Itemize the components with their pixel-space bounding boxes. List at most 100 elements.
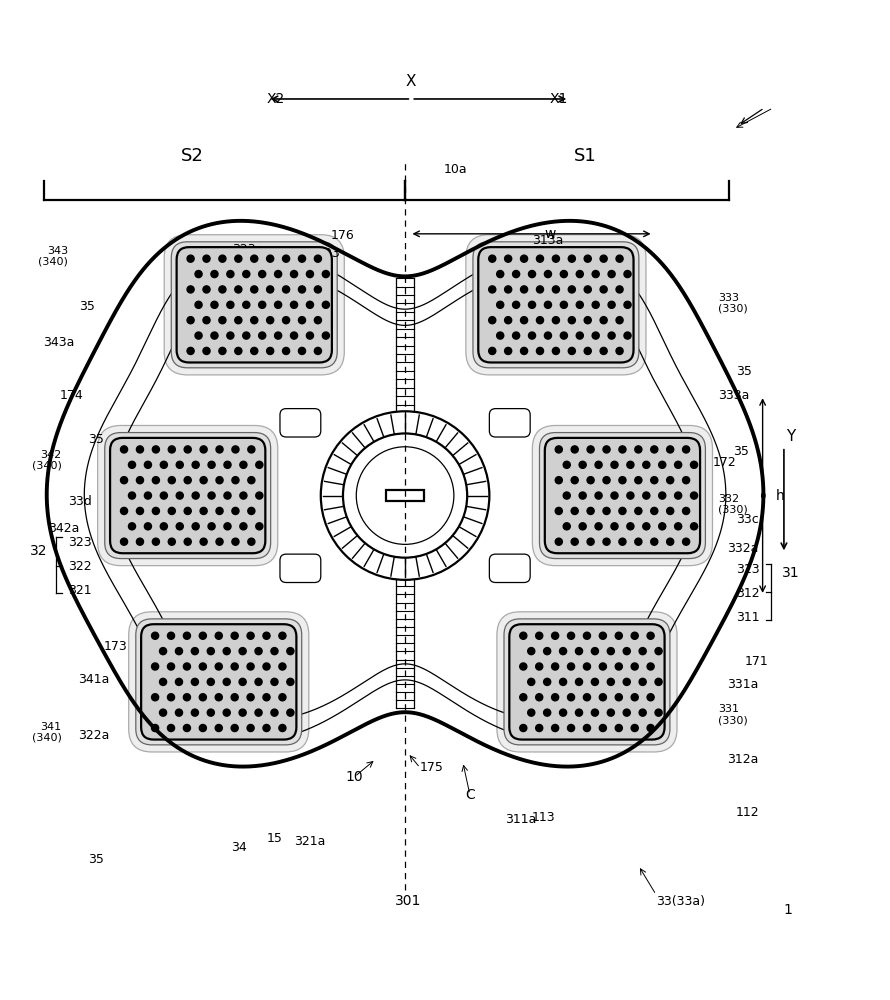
Circle shape bbox=[168, 507, 175, 514]
Circle shape bbox=[223, 709, 231, 716]
Text: 33d: 33d bbox=[69, 495, 92, 508]
Circle shape bbox=[219, 347, 226, 354]
Circle shape bbox=[255, 678, 262, 685]
Circle shape bbox=[639, 648, 646, 655]
Circle shape bbox=[600, 317, 607, 324]
Circle shape bbox=[631, 724, 638, 732]
Circle shape bbox=[290, 301, 297, 308]
Circle shape bbox=[528, 678, 535, 685]
Circle shape bbox=[659, 461, 666, 468]
Circle shape bbox=[199, 632, 206, 639]
Text: 35: 35 bbox=[88, 433, 104, 446]
Circle shape bbox=[223, 648, 231, 655]
Circle shape bbox=[569, 286, 575, 293]
Circle shape bbox=[216, 477, 223, 484]
Circle shape bbox=[215, 663, 222, 670]
Text: 313a: 313a bbox=[532, 234, 563, 247]
Circle shape bbox=[192, 523, 199, 530]
Circle shape bbox=[314, 286, 321, 293]
FancyBboxPatch shape bbox=[478, 247, 634, 362]
Circle shape bbox=[579, 461, 587, 468]
Circle shape bbox=[683, 477, 690, 484]
Circle shape bbox=[521, 286, 528, 293]
Circle shape bbox=[167, 663, 174, 670]
Circle shape bbox=[691, 523, 698, 530]
Circle shape bbox=[667, 538, 674, 545]
Circle shape bbox=[616, 286, 623, 293]
Circle shape bbox=[643, 461, 650, 468]
Circle shape bbox=[607, 678, 614, 685]
FancyBboxPatch shape bbox=[280, 409, 320, 437]
Circle shape bbox=[608, 271, 615, 278]
Circle shape bbox=[159, 648, 166, 655]
Text: 174: 174 bbox=[60, 389, 83, 402]
Circle shape bbox=[247, 632, 255, 639]
Circle shape bbox=[232, 507, 239, 514]
Circle shape bbox=[120, 507, 127, 514]
Circle shape bbox=[168, 538, 175, 545]
Circle shape bbox=[120, 538, 127, 545]
Circle shape bbox=[235, 286, 242, 293]
Circle shape bbox=[536, 694, 543, 701]
Circle shape bbox=[489, 255, 496, 262]
Circle shape bbox=[247, 507, 255, 514]
Circle shape bbox=[306, 332, 313, 339]
Text: 171: 171 bbox=[745, 655, 769, 668]
Text: 333b: 333b bbox=[490, 261, 521, 274]
Circle shape bbox=[191, 709, 198, 716]
Circle shape bbox=[259, 332, 266, 339]
Circle shape bbox=[615, 724, 622, 732]
Circle shape bbox=[282, 255, 289, 262]
Circle shape bbox=[571, 477, 578, 484]
Text: 173: 173 bbox=[103, 640, 127, 653]
Circle shape bbox=[655, 709, 662, 716]
Circle shape bbox=[520, 663, 527, 670]
Circle shape bbox=[195, 301, 202, 308]
Circle shape bbox=[255, 492, 263, 499]
Circle shape bbox=[584, 632, 590, 639]
FancyBboxPatch shape bbox=[465, 235, 646, 375]
Circle shape bbox=[647, 724, 654, 732]
Circle shape bbox=[227, 271, 234, 278]
Circle shape bbox=[203, 286, 210, 293]
Circle shape bbox=[659, 492, 666, 499]
Circle shape bbox=[287, 678, 294, 685]
Circle shape bbox=[200, 477, 207, 484]
Text: 331
(330): 331 (330) bbox=[718, 704, 748, 725]
FancyBboxPatch shape bbox=[129, 612, 309, 752]
Circle shape bbox=[136, 477, 143, 484]
Text: 312a: 312a bbox=[727, 753, 758, 766]
Text: 112: 112 bbox=[736, 806, 760, 819]
Circle shape bbox=[192, 461, 199, 468]
Circle shape bbox=[215, 724, 222, 732]
Circle shape bbox=[627, 492, 634, 499]
Circle shape bbox=[667, 507, 674, 514]
Circle shape bbox=[144, 523, 151, 530]
Circle shape bbox=[279, 632, 286, 639]
Text: S1: S1 bbox=[574, 147, 596, 165]
Circle shape bbox=[607, 648, 614, 655]
FancyBboxPatch shape bbox=[105, 433, 271, 559]
Circle shape bbox=[120, 477, 127, 484]
Circle shape bbox=[553, 286, 560, 293]
Circle shape bbox=[128, 461, 135, 468]
FancyBboxPatch shape bbox=[164, 235, 344, 375]
Circle shape bbox=[176, 461, 183, 468]
Circle shape bbox=[659, 523, 666, 530]
Circle shape bbox=[675, 461, 682, 468]
Circle shape bbox=[591, 678, 598, 685]
Circle shape bbox=[683, 507, 690, 514]
Circle shape bbox=[282, 317, 289, 324]
Circle shape bbox=[267, 347, 274, 354]
Circle shape bbox=[576, 301, 583, 308]
Circle shape bbox=[568, 663, 575, 670]
Text: 113: 113 bbox=[532, 811, 555, 824]
Text: 311a: 311a bbox=[506, 813, 537, 826]
Text: 35: 35 bbox=[88, 853, 104, 866]
Circle shape bbox=[306, 271, 313, 278]
Text: Y: Y bbox=[787, 429, 796, 444]
Circle shape bbox=[314, 317, 321, 324]
FancyBboxPatch shape bbox=[171, 242, 337, 368]
Text: X: X bbox=[406, 74, 417, 89]
Circle shape bbox=[183, 663, 190, 670]
